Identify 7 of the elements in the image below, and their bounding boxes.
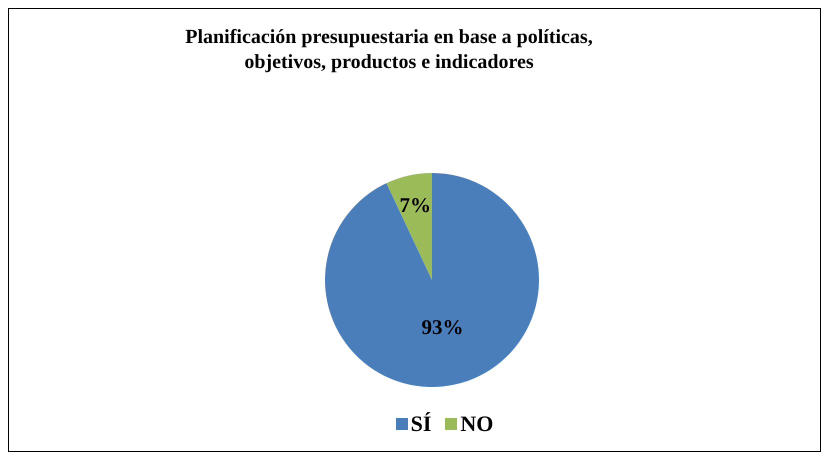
chart-title: Planificación presupuestaria en base a políticas, objetivos, productos e indicadores xyxy=(185,26,593,73)
pie-slice xyxy=(386,173,432,280)
pie-slice xyxy=(325,173,539,387)
data-label: 93% xyxy=(422,314,464,339)
legend-label: NO xyxy=(460,411,494,437)
legend-label: SÍ xyxy=(410,411,432,437)
data-label: 7% xyxy=(399,192,431,217)
